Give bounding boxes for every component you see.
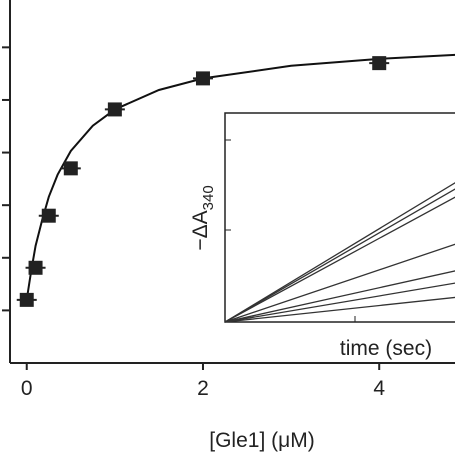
- plot-layer: [16, 53, 455, 323]
- x-tick-label: 4: [373, 377, 385, 400]
- inset-trace: [224, 296, 455, 323]
- x-tick-label: 2: [197, 377, 209, 400]
- x-tick-label: 0: [21, 377, 33, 400]
- inset-trace: [224, 188, 455, 323]
- inset-y-label-sub: 340: [200, 185, 217, 210]
- inset-trace: [224, 196, 455, 323]
- inset-trace: [224, 243, 455, 323]
- inset-trace: [224, 270, 455, 323]
- inset-trace: [224, 182, 455, 323]
- inset-y-label-main: −ΔA: [189, 210, 212, 250]
- inset-trace: [224, 282, 455, 323]
- fit-curve: [25, 53, 455, 301]
- inset-frame: [224, 112, 455, 323]
- inset-y-axis-label: −ΔA340: [189, 185, 217, 250]
- x-axis-label: [Gle1] (μM): [209, 429, 314, 452]
- inset-x-axis-label: time (sec): [340, 337, 432, 360]
